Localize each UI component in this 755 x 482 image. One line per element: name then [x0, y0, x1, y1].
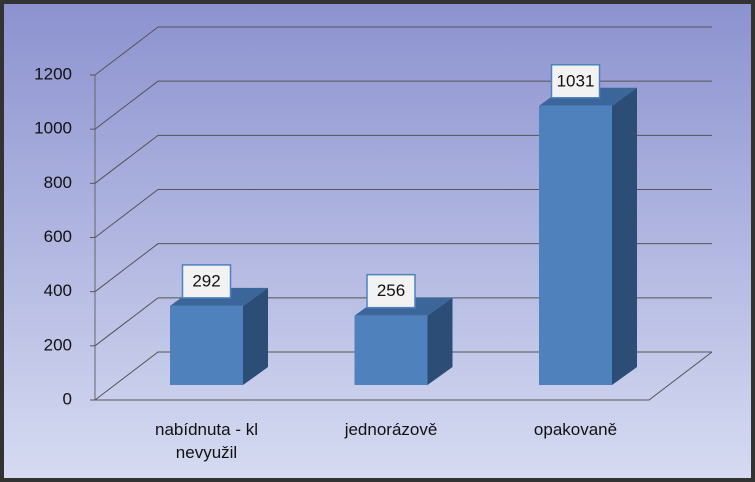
x-tick-label: jednorázově	[344, 420, 438, 439]
y-tick-label: 0	[63, 389, 72, 408]
value-label: 292	[192, 271, 220, 290]
value-label: 256	[377, 281, 405, 300]
y-tick-label: 200	[44, 335, 72, 354]
value-label-box	[550, 64, 601, 99]
y-tick-label: 1200	[34, 64, 72, 83]
y-tick-label: 1000	[34, 119, 72, 138]
y-tick-label: 400	[44, 281, 72, 300]
value-label-box	[181, 264, 232, 299]
bar	[354, 315, 428, 385]
y-tick-label: 800	[44, 173, 72, 192]
grid-line	[94, 297, 712, 347]
grid-line	[94, 243, 712, 293]
bar	[539, 105, 612, 385]
grid-line	[94, 189, 712, 238]
grid-line	[94, 351, 712, 401]
x-tick-label: opakovaně	[533, 420, 618, 439]
value-label-box	[366, 273, 416, 309]
grid-line	[94, 80, 712, 130]
bar-side	[243, 287, 268, 385]
value-label: 1031	[557, 71, 595, 90]
y-tick-label: 600	[44, 227, 72, 246]
bar-side	[612, 87, 637, 385]
floor-edge	[95, 351, 713, 401]
bar-side	[427, 297, 453, 385]
grid-line	[94, 134, 712, 184]
x-tick-label: nabídnuta - kl nevyužil	[154, 420, 258, 462]
bar	[170, 305, 243, 385]
grid-line	[94, 26, 712, 76]
